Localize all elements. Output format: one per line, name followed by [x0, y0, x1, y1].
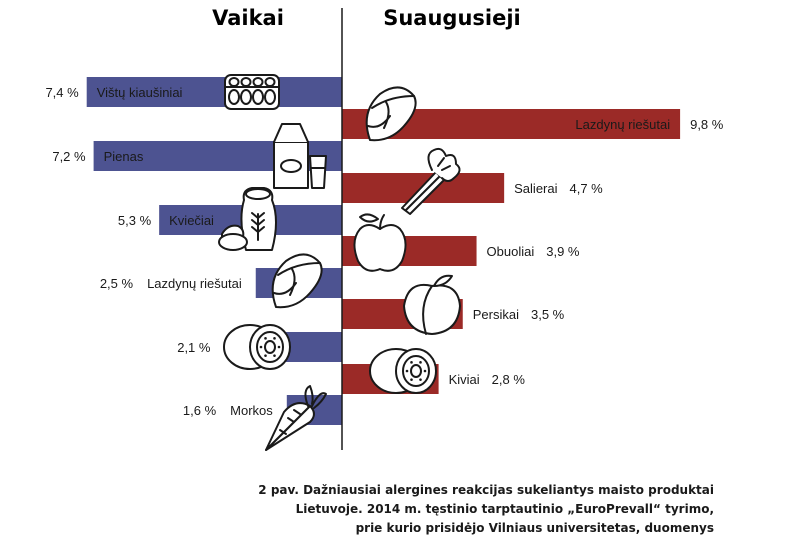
left-bar-category-label: Lazdynų riešutai [147, 276, 242, 291]
caption-line-3: prie kurio prisidėjo Vilniaus universite… [355, 521, 714, 535]
milk-carton-icon [273, 123, 327, 189]
left-panel-title: Vaikai [212, 6, 284, 30]
wheat-bag-icon [218, 187, 277, 251]
carrot-icon [265, 385, 327, 451]
apple-icon [353, 213, 407, 272]
left-bar-value-label: 2,1 % [177, 340, 211, 355]
celery-icon [401, 147, 461, 215]
right-bar-category-label: Salierai [514, 181, 557, 196]
right-bar-category-label: Obuoliai [487, 244, 535, 259]
right-bar-value-label: 3,9 % [546, 244, 580, 259]
right-bar-value-label: 2,8 % [492, 372, 526, 387]
right-bar-category-label: Lazdynų riešutai [575, 117, 670, 132]
right-bar-value-label: 3,5 % [531, 307, 565, 322]
peach-icon [403, 274, 461, 335]
right-bar-value-label: 4,7 % [570, 181, 604, 196]
left-bar-value-label: 7,4 % [45, 85, 79, 100]
caption-line-2: Lietuvoje. 2014 m. tęstinio tarptautinio… [295, 502, 714, 516]
left-bar [86, 77, 342, 107]
left-bar-value-label: 2,5 % [100, 276, 134, 291]
right-bar-value-label: 9,8 % [690, 117, 724, 132]
food-icons-group [218, 74, 461, 451]
butterfly-bar-chart: Vaikai Suaugusieji Vištų kiaušiniai 7,4 %… [45, 6, 724, 451]
left-bar-category-label: Kviečiai [169, 213, 214, 228]
left-bar-category-label: Pienas [104, 149, 144, 164]
right-panel-title: Suaugusieji [383, 6, 521, 30]
left-bar-category-label: Morkos [230, 403, 273, 418]
left-bar-value-label: 5,3 % [118, 213, 152, 228]
kiwi-icon [369, 348, 437, 394]
hazelnut-icon [271, 253, 323, 309]
right-bar-category-label: Kiviai [449, 372, 480, 387]
egg-carton-icon [224, 74, 280, 110]
hazelnut-icon [365, 86, 417, 142]
left-bar-value-label: 1,6 % [183, 403, 217, 418]
caption-line-1: 2 pav. Dažniausiai alergines reakcijas s… [258, 483, 714, 497]
figure-caption: 2 pav. Dažniausiai alergines reakcijas s… [254, 481, 714, 538]
right-bar-category-label: Persikai [473, 307, 519, 322]
left-bar-category-label: Vištų kiaušiniai [97, 85, 183, 100]
kiwi-icon [223, 324, 291, 370]
left-bar-value-label: 7,2 % [52, 149, 86, 164]
